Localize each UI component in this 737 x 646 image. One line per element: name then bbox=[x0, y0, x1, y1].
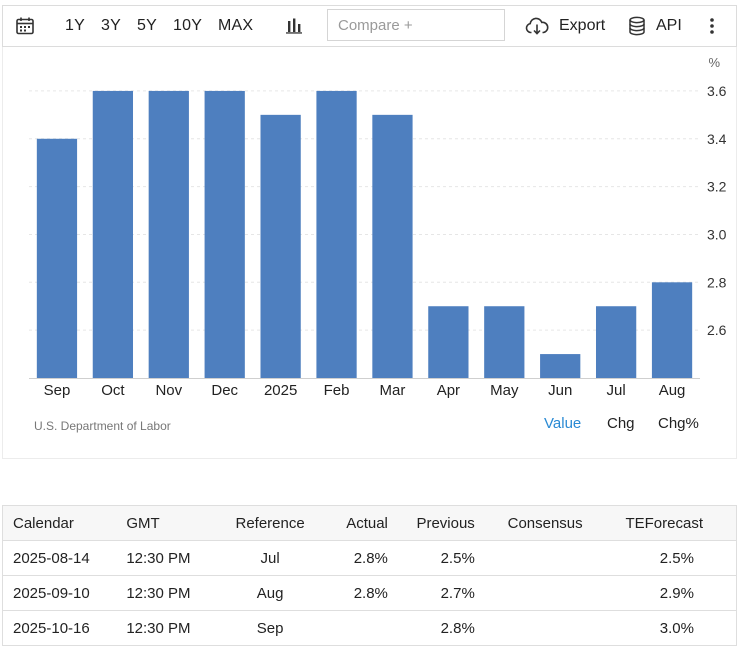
bar[interactable] bbox=[540, 354, 581, 378]
export-label: Export bbox=[559, 17, 606, 34]
col-actual: Actual bbox=[322, 505, 394, 541]
cell-actual: 2.8% bbox=[322, 540, 394, 576]
bar[interactable] bbox=[428, 306, 469, 378]
tab-chg-percent[interactable]: Chg% bbox=[658, 415, 699, 432]
chart-panel: % 2.6 2.8 3.0 3.2 3.4 3.6 Sep Oct Nov Dec 2025 Feb Ma… bbox=[2, 47, 737, 459]
bar[interactable] bbox=[36, 138, 78, 378]
cell-teforecast: 2.9% bbox=[588, 575, 737, 611]
tab-value[interactable]: Value bbox=[544, 415, 582, 432]
y-tick-label: 2.6 bbox=[707, 322, 727, 338]
cell-previous: 2.7% bbox=[393, 575, 481, 611]
range-3y-button[interactable]: 3Y bbox=[101, 17, 121, 34]
cell-consensus bbox=[480, 610, 589, 646]
bar[interactable] bbox=[484, 306, 525, 378]
range-5y-button[interactable]: 5Y bbox=[137, 17, 157, 34]
bar[interactable] bbox=[372, 114, 413, 378]
cell-previous: 2.8% bbox=[393, 610, 481, 646]
y-unit-label: % bbox=[708, 55, 720, 70]
cell-reference: Sep bbox=[218, 610, 323, 646]
compare-input[interactable] bbox=[338, 16, 504, 34]
x-tick-label: Aug bbox=[659, 382, 686, 399]
cell-actual bbox=[322, 610, 394, 646]
cell-calendar: 2025-10-16 bbox=[2, 610, 121, 646]
chart-type-icon[interactable] bbox=[285, 6, 303, 46]
cell-consensus bbox=[480, 540, 589, 576]
cell-reference: Jul bbox=[218, 540, 323, 576]
calendar-icon[interactable] bbox=[15, 6, 37, 46]
bar[interactable] bbox=[316, 90, 357, 378]
api-label: API bbox=[656, 17, 682, 34]
col-reference: Reference bbox=[218, 505, 323, 541]
bar[interactable] bbox=[92, 90, 134, 378]
cell-actual: 2.8% bbox=[322, 575, 394, 611]
calendar-table: Calendar GMT Reference Actual Previous C… bbox=[2, 505, 737, 646]
y-tick-label: 3.0 bbox=[707, 226, 727, 242]
table-row: 2025-10-16 12:30 PM Sep 2.8% 3.0% bbox=[2, 610, 737, 646]
x-tick-label: 2025 bbox=[264, 382, 297, 399]
x-tick-label: Oct bbox=[101, 382, 125, 399]
api-button[interactable]: API bbox=[628, 6, 682, 46]
col-teforecast: TEForecast bbox=[588, 505, 737, 541]
x-tick-label: Sep bbox=[44, 382, 71, 399]
x-tick-label: Nov bbox=[155, 382, 182, 399]
x-tick-label: Jun bbox=[548, 382, 572, 399]
col-previous: Previous bbox=[393, 505, 481, 541]
tab-chg[interactable]: Chg bbox=[607, 415, 635, 432]
y-tick-label: 3.2 bbox=[707, 179, 727, 195]
col-consensus: Consensus bbox=[480, 505, 589, 541]
x-tick-label: Apr bbox=[437, 382, 460, 399]
y-tick-label: 2.8 bbox=[707, 274, 727, 290]
range-max-button[interactable]: MAX bbox=[218, 17, 254, 34]
col-calendar: Calendar bbox=[2, 505, 121, 541]
cell-teforecast: 2.5% bbox=[588, 540, 737, 576]
chart-toolbar: 1Y 3Y 5Y 10Y MAX Export bbox=[2, 5, 737, 47]
cell-consensus bbox=[480, 575, 589, 611]
cell-calendar: 2025-08-14 bbox=[2, 540, 121, 576]
cell-calendar: 2025-09-10 bbox=[2, 575, 121, 611]
table-row: 2025-08-14 12:30 PM Jul 2.8% 2.5% 2.5% bbox=[2, 540, 737, 576]
bar-chart: % 2.6 2.8 3.0 3.2 3.4 3.6 Sep Oct Nov Dec 2025 Feb Ma… bbox=[29, 55, 727, 399]
more-options-icon[interactable] bbox=[709, 6, 715, 46]
cell-gmt: 12:30 PM bbox=[120, 540, 219, 576]
bar[interactable] bbox=[651, 282, 693, 378]
range-1y-button[interactable]: 1Y bbox=[65, 17, 85, 34]
export-button[interactable]: Export bbox=[525, 6, 605, 46]
col-gmt: GMT bbox=[120, 505, 219, 541]
cell-gmt: 12:30 PM bbox=[120, 575, 219, 611]
x-tick-label: May bbox=[490, 382, 519, 399]
database-icon bbox=[628, 16, 646, 36]
bar[interactable] bbox=[204, 90, 245, 378]
y-tick-label: 3.4 bbox=[707, 131, 727, 147]
range-10y-button[interactable]: 10Y bbox=[173, 17, 203, 34]
compare-field[interactable] bbox=[327, 9, 505, 41]
bar[interactable] bbox=[260, 114, 301, 378]
x-tick-label: Mar bbox=[380, 382, 406, 399]
cloud-download-icon bbox=[525, 16, 549, 36]
bar[interactable] bbox=[148, 90, 189, 378]
table-header-row: Calendar GMT Reference Actual Previous C… bbox=[2, 505, 737, 541]
bar[interactable] bbox=[595, 306, 637, 378]
x-tick-label: Dec bbox=[211, 382, 238, 399]
cell-previous: 2.5% bbox=[393, 540, 481, 576]
cell-gmt: 12:30 PM bbox=[120, 610, 219, 646]
cell-teforecast: 3.0% bbox=[588, 610, 737, 646]
y-tick-label: 3.6 bbox=[707, 83, 727, 99]
x-tick-label: Feb bbox=[324, 382, 350, 399]
chart-source: U.S. Department of Labor bbox=[34, 419, 171, 433]
cell-reference: Aug bbox=[218, 575, 323, 611]
x-tick-label: Jul bbox=[607, 382, 626, 399]
table-row: 2025-09-10 12:30 PM Aug 2.8% 2.7% 2.9% bbox=[2, 575, 737, 611]
